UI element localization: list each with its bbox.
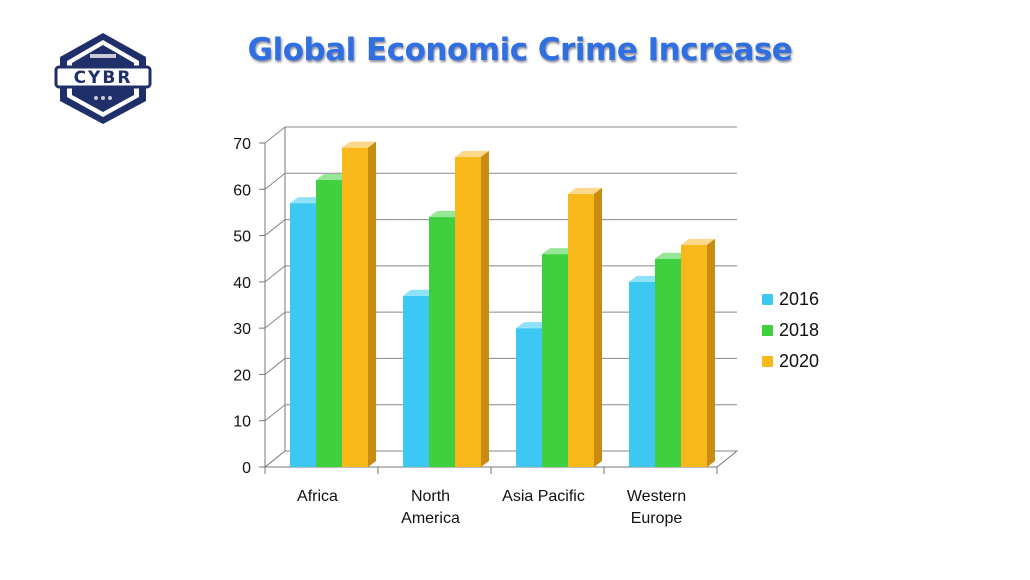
bar-side [368, 141, 376, 467]
gridline-diagonal [264, 311, 286, 329]
bar-top [403, 289, 437, 296]
x-category-label: Western Europe [627, 488, 686, 527]
y-tick-label: 50 [233, 229, 251, 246]
bar [455, 150, 489, 467]
bar-front [516, 328, 542, 467]
bar-front [403, 295, 429, 467]
bar-front [316, 180, 342, 467]
gridline-diagonal [264, 219, 286, 236]
legend-swatch [762, 294, 773, 305]
gridline-diagonal [264, 126, 286, 144]
bar [568, 187, 602, 467]
bar [342, 141, 376, 467]
bar-top [629, 275, 663, 282]
bar-front [629, 281, 655, 467]
bar-top [516, 322, 550, 329]
bar-front [455, 156, 481, 467]
y-tick-label: 0 [242, 460, 251, 477]
bar-top [542, 248, 576, 255]
bar-front [542, 254, 568, 467]
cybr-logo: CYBR [52, 30, 154, 126]
bar-top [455, 150, 489, 157]
x-category-label: Africa [297, 488, 338, 505]
legend-label: 2016 [779, 289, 820, 309]
legend-label: 2018 [779, 320, 820, 340]
gridline-diagonal [264, 265, 286, 283]
bar-front [681, 244, 707, 467]
legend: 2016 2018 2020 [762, 284, 819, 377]
bar-side [481, 150, 489, 467]
x-category-label: North America [401, 488, 460, 527]
svg-text:CYBR: CYBR [74, 68, 133, 88]
x-category-label: Asia Pacific [502, 488, 585, 505]
bar-top [342, 141, 376, 148]
bar-front [342, 147, 368, 467]
legend-swatch [762, 356, 773, 367]
legend-item: 2016 [762, 284, 819, 315]
bar-top [681, 238, 715, 245]
y-tick-label: 30 [233, 321, 251, 338]
y-tick-label: 20 [233, 367, 251, 384]
bar [681, 238, 715, 467]
bar-top [316, 174, 350, 181]
y-tick-label: 70 [233, 136, 251, 153]
bar-front [568, 193, 594, 467]
gridline-diagonal [264, 404, 286, 422]
bar-top [429, 211, 463, 218]
legend-swatch [762, 325, 773, 336]
legend-item: 2018 [762, 315, 819, 346]
gridline-diagonal [264, 450, 286, 468]
bar-front [290, 203, 316, 467]
y-tick-label: 10 [233, 414, 251, 431]
legend-label: 2020 [779, 351, 820, 371]
bar-top [568, 187, 602, 194]
gridline-diagonal [264, 172, 286, 190]
gridline-diagonal [264, 358, 286, 375]
y-tick-label: 40 [233, 275, 251, 292]
bar [542, 248, 576, 467]
bar-side [707, 238, 715, 467]
bar-top [290, 197, 324, 204]
chart-title: Global Economic Crime Increase [247, 32, 793, 68]
bar-front [429, 217, 455, 467]
legend-item: 2020 [762, 346, 819, 377]
bar-front [655, 258, 681, 467]
y-tick-label: 60 [233, 182, 251, 199]
bar-side [594, 187, 602, 467]
bar-top [655, 252, 689, 259]
